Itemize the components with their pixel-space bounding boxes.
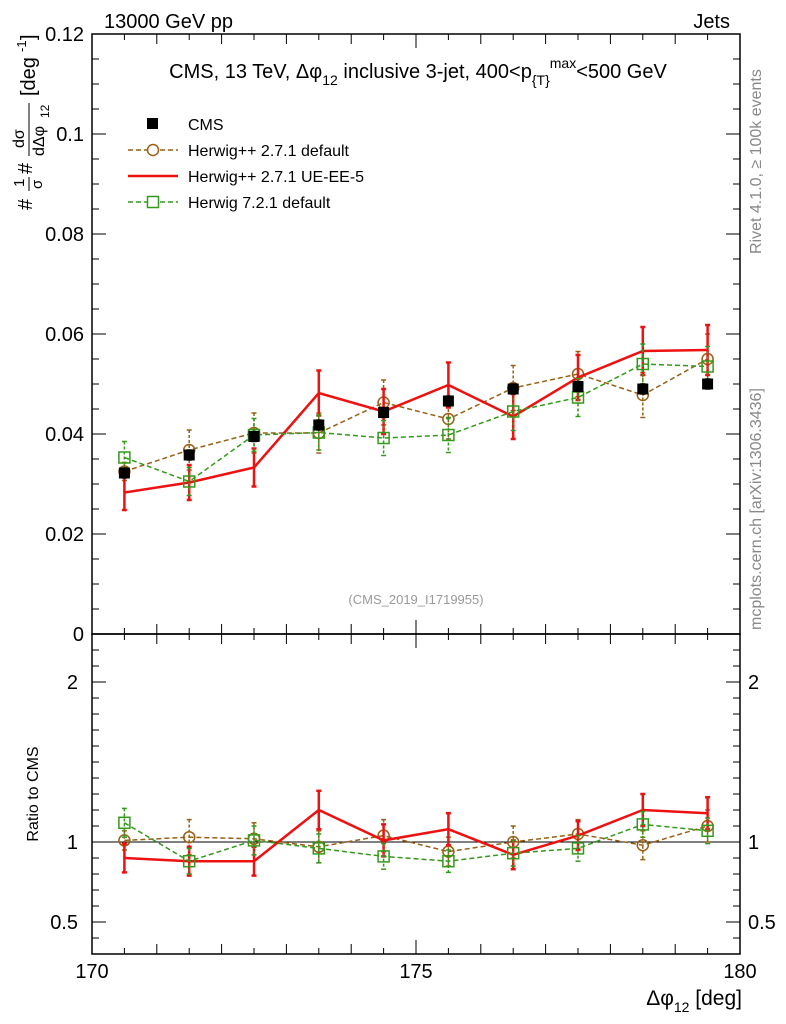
y-tick-label: 0.04	[45, 424, 84, 446]
y-tick-label: 0.02	[45, 524, 84, 546]
y-tick-label: 0.06	[45, 324, 84, 346]
y-tick-label-right: 1	[748, 832, 759, 854]
y-tick-label: 1	[67, 832, 78, 854]
chart-title: CMS, 13 TeV, Δφ12 inclusive 3-jet, 400<p…	[169, 55, 667, 88]
svg-text:#: #	[15, 198, 37, 210]
ratio-y-axis-label: Ratio to CMS	[25, 746, 42, 841]
legend-label-herwigpp-default: Herwig++ 2.7.1 default	[188, 143, 350, 160]
y-tick-label: 0.12	[45, 24, 84, 46]
point-herwig-7-2-1-default	[636, 357, 650, 371]
series-line-herwig-2-7-1-ue-ee-5	[124, 808, 708, 863]
point-cms	[183, 449, 195, 461]
y-tick-label-right: 2	[748, 672, 759, 694]
point-cms	[572, 381, 584, 392]
point-herwig-7-2-1-default	[701, 360, 714, 373]
y-tick-label-right: 0.5	[748, 912, 776, 934]
y-tick-label: 0	[73, 624, 84, 646]
y-tick-label: 0.1	[56, 124, 84, 146]
point-herwig-7-2-1-default	[506, 846, 520, 860]
x-axis-label: Δφ12 [deg]	[646, 987, 742, 1015]
header-left: 13000 GeV pp	[104, 11, 233, 33]
svg-text:12: 12	[38, 104, 52, 118]
svg-text:dΔφ: dΔφ	[31, 126, 48, 156]
point-herwig-7-2-1-default	[506, 405, 520, 418]
series-line-herwig-7-2-1-default	[124, 822, 708, 863]
legend-entry-herwig7-default: Herwig 7.2.1 default	[128, 195, 331, 212]
series-herwig-2-7-1-ue-ee-5	[121, 789, 711, 877]
point-cms	[378, 407, 390, 418]
legend-marker-cms	[147, 118, 158, 129]
x-tick-label: 180	[723, 961, 756, 983]
ratio-panel: 0.5 0.5 1 1 2 2 170 175 180 Ratio to CMS Δφ12 [d…	[25, 633, 776, 1015]
point-herwig-7-2-1-default	[377, 850, 390, 863]
point-herwig-2-7-1-default	[182, 830, 196, 844]
ratio-frame	[91, 633, 741, 955]
legend-label-cms: CMS	[188, 117, 224, 134]
legend-entry-cms: CMS	[147, 117, 224, 134]
point-cms	[313, 419, 325, 431]
series-line-herwig-2-7-1-default	[124, 358, 708, 473]
point-cms	[507, 383, 519, 395]
point-herwig-7-2-1-default	[636, 818, 650, 831]
series-line-herwig-7-2-1-default	[124, 363, 708, 483]
side-events-label: Rivet 4.1.0, ≥ 100k events	[748, 69, 765, 254]
ratio-axis-ticks: 0.5 0.5 1 1 2 2 170 175 180	[50, 633, 776, 983]
point-cms	[702, 378, 714, 390]
point-herwig-7-2-1-default	[312, 842, 326, 855]
series-cms	[118, 378, 714, 479]
point-herwig-7-2-1-default	[118, 816, 131, 830]
series-line-herwig-2-7-1-ue-ee-5	[124, 348, 708, 494]
y-tick-label: 0.5	[50, 912, 78, 934]
point-herwig-7-2-1-default	[701, 824, 714, 838]
point-herwig-7-2-1-default	[118, 451, 131, 464]
side-site-label: mcplots.cern.ch [arXiv:1306.3436]	[748, 388, 765, 630]
ratio-series	[118, 789, 714, 877]
series-herwig-7-2-1-default	[118, 807, 714, 875]
svg-text:1: 1	[11, 179, 28, 187]
legend-marker-herwigpp-default	[146, 143, 160, 157]
x-tick-label: 175	[399, 961, 432, 983]
point-herwig-2-7-1-default	[636, 838, 650, 852]
y-tick-label: 0.08	[45, 224, 84, 246]
point-herwig-7-2-1-default	[442, 854, 455, 868]
svg-text:-1: -1	[14, 40, 29, 52]
y-tick-label: 2	[67, 672, 78, 694]
legend-label-herwigpp-ueee5: Herwig++ 2.7.1 UE-EE-5	[188, 169, 364, 186]
series-line-herwig-2-7-1-default	[124, 825, 708, 853]
svg-text:dσ: dσ	[11, 129, 28, 148]
point-herwig-7-2-1-default	[571, 842, 585, 855]
point-cms	[118, 467, 130, 479]
svg-text:]: ]	[18, 34, 40, 40]
main-panel: 0 0.02 0.04 0.06 0.08 0.1 0.12 CMS, 13 TeV, Δφ…	[11, 24, 741, 646]
svg-text:#: #	[15, 162, 37, 174]
svg-text:σ: σ	[29, 179, 46, 189]
point-cms	[442, 395, 454, 407]
point-herwig-7-2-1-default	[182, 475, 196, 488]
point-herwig-7-2-1-default	[182, 854, 196, 868]
point-herwig-7-2-1-default	[442, 428, 455, 442]
legend-label-herwig7-default: Herwig 7.2.1 default	[188, 195, 331, 212]
series-herwig-7-2-1-default	[118, 343, 714, 497]
legend-entry-herwigpp-ueee5: Herwig++ 2.7.1 UE-EE-5	[128, 169, 364, 186]
header-right: Jets	[693, 11, 730, 33]
series-herwig-2-7-1-default	[118, 333, 714, 482]
point-cms	[637, 383, 649, 395]
point-herwig-7-2-1-default	[247, 834, 261, 847]
main-y-axis-label: # 1 σ # dσ dΔφ 12 [deg -1 ]	[11, 34, 52, 210]
series-herwig-2-7-1-ue-ee-5	[121, 323, 711, 512]
point-herwig-7-2-1-default	[377, 431, 390, 445]
point-cms	[248, 431, 260, 442]
x-tick-label: 170	[75, 961, 108, 983]
main-series	[118, 323, 714, 512]
legend-marker-herwig7-default	[146, 195, 160, 209]
main-axis-ticks: 0 0.02 0.04 0.06 0.08 0.1 0.12	[45, 24, 741, 646]
svg-text:[deg: [deg	[18, 57, 40, 96]
legend-entry-herwigpp-default: Herwig++ 2.7.1 default	[128, 143, 350, 160]
legend: CMS Herwig++ 2.7.1 default Herwig++ 2.7.…	[128, 117, 364, 212]
analysis-watermark: (CMS_2019_I1719955)	[348, 592, 483, 607]
